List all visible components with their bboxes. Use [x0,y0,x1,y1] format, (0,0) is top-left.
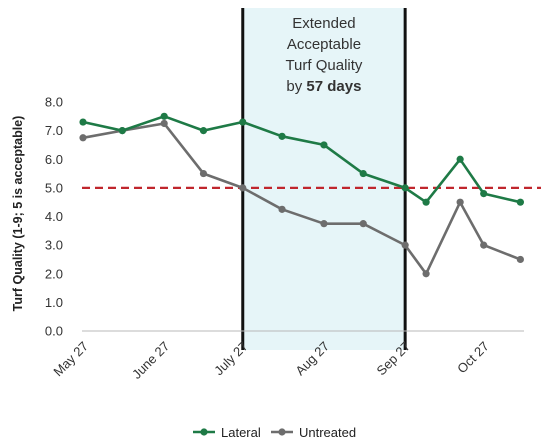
annotation-line: Extended [292,15,355,32]
lateral-data-point [456,155,464,163]
untreated-data-point [79,134,87,142]
lateral-data-point [320,141,328,149]
lateral-legend-label: Lateral [221,425,261,440]
y-tick-label: 5.0 [45,180,63,195]
lateral-legend-marker [200,428,208,436]
annotation-line: Turf Quality [285,57,362,74]
lateral-data-point [79,118,87,126]
lateral-data-point [480,190,488,198]
untreated-legend-label: Untreated [299,425,356,440]
lateral-data-point [239,118,247,126]
y-tick-label: 2.0 [45,266,63,281]
y-tick-label: 1.0 [45,295,63,310]
y-tick-label: 8.0 [45,95,63,110]
lateral-data-point [422,198,430,206]
y-tick-label: 7.0 [45,123,63,138]
untreated-data-point [401,241,409,249]
y-tick-label: 4.0 [45,209,63,224]
y-axis-label: Turf Quality (1-9; 5 is acceptable) [11,116,25,312]
lateral-data-point [359,169,367,178]
untreated-data-point [422,270,430,278]
series-layer [79,112,524,278]
annotation-line: Acceptable [287,36,361,53]
y-tick-label: 6.0 [45,152,63,167]
untreated-data-point [359,220,367,228]
lateral-data-point [118,127,126,135]
x-tick-label: May 27 [50,339,91,380]
untreated-data-point [456,198,464,206]
annotation-prefix: by [286,78,306,95]
untreated-legend-marker [278,428,286,436]
untreated-data-point [160,119,168,128]
annotation-bold-value: 57 days [306,78,361,95]
annotation-line: by 57 days [286,78,361,95]
untreated-data-point [516,255,524,264]
untreated-data-point [320,220,328,228]
legend: Lateral Untreated [193,425,356,440]
y-tick-label: 0.0 [45,324,63,339]
x-tick-label: June 27 [129,339,172,382]
untreated-data-point [480,241,488,249]
lateral-data-point [160,112,168,120]
untreated-data-point [199,169,208,178]
lateral-data-point [278,132,286,140]
x-tick-label: July 27 [211,339,251,379]
lateral-data-point [199,127,208,135]
y-tick-label: 3.0 [45,238,63,253]
lateral-data-point [516,198,524,206]
untreated-data-point [278,205,286,213]
lateral-data-point [401,184,409,192]
untreated-data-point [239,184,247,192]
label-layer: Extended Acceptable Turf Quality by 57 days [285,15,362,95]
x-tick-label: Oct 27 [454,339,492,377]
